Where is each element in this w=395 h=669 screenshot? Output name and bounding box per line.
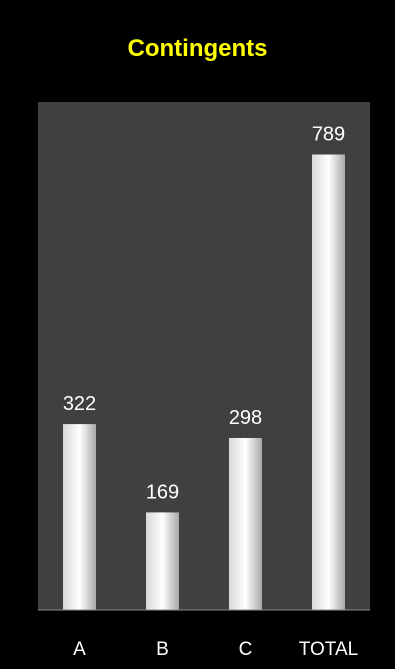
chart-title: Contingents: [127, 35, 268, 62]
data-label-total: 789: [312, 124, 345, 146]
bar-c: [229, 438, 262, 610]
data-label-a: 322: [63, 393, 96, 415]
data-label-c: 298: [229, 407, 262, 429]
x-tick-label-total: TOTAL: [299, 639, 358, 660]
bar-b: [146, 512, 179, 610]
bar-total: [312, 154, 345, 610]
x-tick-label-b: B: [156, 639, 169, 660]
bar-a: [63, 424, 96, 610]
data-label-b: 169: [146, 481, 179, 503]
x-tick-label-a: A: [73, 639, 86, 660]
x-tick-label-c: C: [239, 639, 253, 660]
